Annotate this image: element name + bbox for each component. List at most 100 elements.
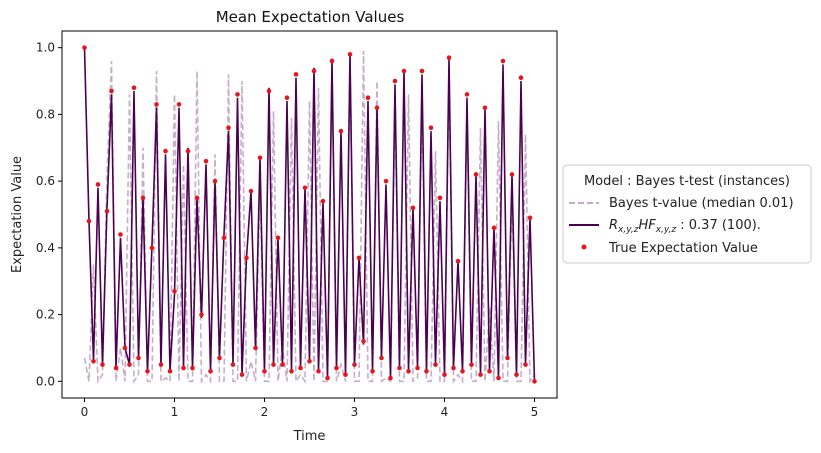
true-value-point xyxy=(500,58,506,64)
true-value-point xyxy=(100,362,105,367)
true-value-point xyxy=(451,365,456,371)
true-value-point xyxy=(437,195,443,201)
true-value-point xyxy=(442,372,447,377)
true-value-point xyxy=(86,218,92,224)
true-value-point xyxy=(509,172,515,177)
true-value-point xyxy=(343,372,348,377)
y-axis-label: Expectation Value xyxy=(10,156,25,273)
true-value-point xyxy=(271,362,276,367)
true-value-point xyxy=(253,345,258,351)
true-value-point xyxy=(266,88,272,94)
true-value-point xyxy=(415,365,420,371)
true-value-point xyxy=(136,355,141,361)
x-tick-label: 5 xyxy=(531,405,539,419)
true-value-point xyxy=(338,128,344,134)
x-axis: 0 1 2 3 4 5 xyxy=(81,398,539,419)
legend-label-rhf: Rx,y,zHFx,y,z : 0.37 (100). xyxy=(609,218,761,235)
true-value-point xyxy=(176,102,182,107)
true-value-point xyxy=(257,155,263,161)
true-value-point xyxy=(491,225,497,231)
true-value-point xyxy=(478,372,483,377)
legend-swatch-true xyxy=(581,244,587,250)
legend: Model : Bayes t-test (instances) Bayes t… xyxy=(562,164,812,264)
true-value-point xyxy=(460,369,465,374)
chart-title: Mean Expectation Values xyxy=(216,8,405,26)
true-value-point xyxy=(217,355,222,361)
true-value-point xyxy=(262,369,267,374)
true-value-point xyxy=(140,195,146,201)
y-tick-label: 0.6 xyxy=(36,174,55,188)
true-value-point xyxy=(109,88,114,94)
true-value-point xyxy=(523,362,528,367)
true-value-point xyxy=(433,362,438,367)
true-value-point xyxy=(406,369,411,374)
true-value-point xyxy=(235,92,240,97)
true-value-point xyxy=(347,52,353,57)
true-value-point xyxy=(244,255,249,261)
true-value-point xyxy=(370,369,375,374)
true-value-point xyxy=(298,365,303,371)
true-value-point xyxy=(221,235,227,241)
true-value-point xyxy=(113,365,119,371)
legend-box xyxy=(562,164,812,264)
true-value-point xyxy=(185,148,191,154)
y-tick-label: 0.8 xyxy=(36,107,55,121)
true-value-point xyxy=(487,369,492,374)
true-value-point xyxy=(167,369,173,374)
true-value-point xyxy=(311,68,317,74)
true-value-point xyxy=(383,178,389,184)
true-value-point xyxy=(127,362,132,367)
true-value-point xyxy=(212,178,218,184)
true-value-point xyxy=(532,379,537,384)
true-value-point xyxy=(158,362,164,367)
true-value-point xyxy=(122,345,128,351)
true-value-point xyxy=(149,245,155,251)
true-value-point xyxy=(388,375,393,381)
true-value-point xyxy=(275,235,281,241)
true-value-point xyxy=(118,232,123,237)
y-tick-label: 1.0 xyxy=(36,41,55,55)
true-value-point xyxy=(410,205,416,211)
true-value-point xyxy=(316,369,321,374)
true-value-point xyxy=(446,55,452,60)
true-value-point xyxy=(356,255,362,261)
true-value-point xyxy=(145,369,150,374)
x-tick-label: 0 xyxy=(81,405,89,419)
x-tick-label: 2 xyxy=(261,405,269,419)
true-value-point xyxy=(428,125,434,131)
true-value-point xyxy=(248,188,254,194)
true-value-point xyxy=(289,369,294,374)
true-value-point xyxy=(208,369,213,374)
legend-title: Model : Bayes t-test (instances) xyxy=(584,174,790,189)
true-value-point xyxy=(104,208,110,214)
true-value-point xyxy=(172,288,177,294)
x-tick-label: 4 xyxy=(441,405,449,419)
true-value-point xyxy=(496,375,501,381)
true-value-point xyxy=(352,362,357,367)
true-value-point xyxy=(325,375,330,381)
true-value-point xyxy=(163,148,168,154)
x-tick-label: 1 xyxy=(171,405,179,419)
legend-label-true: True Expectation Value xyxy=(608,241,758,256)
y-tick-label: 0.0 xyxy=(36,374,55,388)
true-value-point xyxy=(514,372,519,377)
x-tick-label: 3 xyxy=(351,405,359,419)
legend-label-bayes: Bayes t-value (median 0.01) xyxy=(609,196,794,211)
true-value-point xyxy=(473,172,479,177)
true-value-point xyxy=(95,182,101,187)
true-value-point xyxy=(131,85,137,91)
y-tick-label: 0.2 xyxy=(36,308,55,322)
true-value-point xyxy=(91,359,96,364)
y-tick-label: 0.4 xyxy=(36,241,55,255)
true-value-point xyxy=(469,362,474,367)
true-value-point xyxy=(226,125,231,131)
true-value-point xyxy=(518,75,524,81)
true-value-point xyxy=(374,105,380,111)
true-value-point xyxy=(239,372,245,377)
true-value-point xyxy=(365,95,371,101)
y-axis: 0.0 0.2 0.4 0.6 0.8 1.0 xyxy=(36,41,62,388)
true-value-point xyxy=(194,195,200,201)
true-value-point xyxy=(392,78,398,84)
true-value-point xyxy=(334,365,339,371)
